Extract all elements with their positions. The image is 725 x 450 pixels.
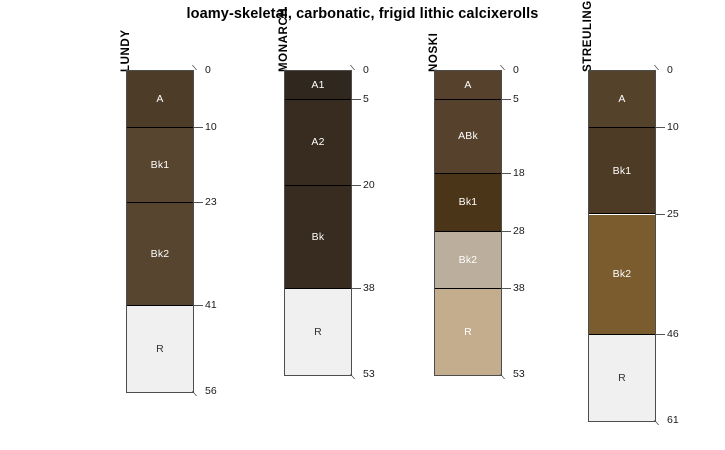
horizon-label: Bk2 bbox=[612, 268, 632, 281]
axis-tick-label: 25 bbox=[667, 207, 679, 220]
horizon-bk1: Bk1 bbox=[127, 128, 193, 203]
horizon-label: Bk bbox=[311, 230, 325, 243]
axis-tick bbox=[194, 305, 203, 307]
profile-column: A1 A2 Bk R bbox=[284, 70, 352, 377]
profile-name-label: NOSKI bbox=[428, 32, 440, 72]
horizon-bk2: Bk2 bbox=[589, 214, 655, 336]
horizon-bk1: Bk1 bbox=[589, 128, 655, 215]
horizon-label: Bk1 bbox=[458, 196, 478, 209]
profile-column: A Bk1 Bk2 R bbox=[588, 70, 656, 423]
profile-name-label: LUNDY bbox=[120, 29, 132, 72]
horizon-r: R bbox=[285, 289, 351, 376]
horizon-a: A bbox=[127, 71, 193, 129]
axis-tick bbox=[499, 374, 514, 380]
horizon-label: Bk2 bbox=[150, 247, 170, 260]
horizon-label: A2 bbox=[311, 135, 325, 148]
horizon-r: R bbox=[435, 289, 501, 376]
horizon-label: ABk bbox=[458, 130, 478, 143]
axis-tick bbox=[352, 98, 361, 100]
axis-tick-label: 46 bbox=[667, 328, 679, 341]
horizon-label: A bbox=[464, 78, 472, 91]
axis-tick-label: 53 bbox=[513, 368, 525, 381]
horizon-abk: ABk bbox=[435, 99, 501, 175]
horizon-r: R bbox=[127, 306, 193, 393]
horizon-label: R bbox=[156, 343, 164, 356]
profile-name-label: MONARCH bbox=[278, 7, 290, 72]
axis-tick-label: 0 bbox=[513, 64, 519, 76]
axis-tick bbox=[656, 213, 665, 215]
axis-tick bbox=[352, 184, 361, 186]
axis-tick-label: 0 bbox=[205, 64, 211, 76]
axis-tick bbox=[502, 288, 511, 290]
axis-tick bbox=[656, 334, 665, 336]
horizon-bk1: Bk1 bbox=[435, 174, 501, 232]
horizon-label: A1 bbox=[311, 78, 325, 91]
axis-tick bbox=[194, 127, 203, 129]
axis-tick bbox=[502, 173, 511, 175]
horizon-label: Bk1 bbox=[150, 158, 170, 171]
horizon-label: R bbox=[314, 325, 322, 338]
horizon-a: A bbox=[589, 71, 655, 129]
horizon-a1: A1 bbox=[285, 71, 351, 100]
horizon-label: Bk2 bbox=[458, 253, 478, 266]
axis-tick-label: 5 bbox=[363, 92, 369, 105]
horizon-label: R bbox=[618, 371, 626, 384]
axis-tick-label: 5 bbox=[513, 92, 519, 105]
axis-tick-label: 56 bbox=[205, 385, 217, 398]
axis-tick-label: 18 bbox=[513, 167, 525, 180]
profile-name-label: STREULING bbox=[582, 0, 594, 72]
axis-tick-label: 41 bbox=[205, 299, 217, 312]
axis-tick-label: 38 bbox=[363, 282, 375, 295]
horizon-bk2: Bk2 bbox=[127, 203, 193, 307]
profile-column: A ABk Bk1 Bk2 R bbox=[434, 70, 502, 377]
page-title: loamy-skeletal, carbonatic, frigid lithi… bbox=[186, 6, 539, 22]
horizon-bk: Bk bbox=[285, 185, 351, 290]
axis-tick-label: 0 bbox=[363, 64, 369, 76]
axis-tick bbox=[656, 127, 665, 129]
horizon-bk2: Bk2 bbox=[435, 231, 501, 290]
axis-tick bbox=[502, 230, 511, 232]
axis-tick-label: 0 bbox=[667, 64, 673, 76]
axis-tick bbox=[191, 391, 206, 397]
axis-tick-label: 10 bbox=[205, 121, 217, 134]
horizon-label: Bk1 bbox=[612, 164, 632, 177]
horizon-label: R bbox=[464, 325, 472, 338]
axis-tick-label: 61 bbox=[667, 414, 679, 427]
horizon-label: A bbox=[618, 92, 626, 105]
horizon-label: A bbox=[156, 92, 164, 105]
profile-column: A Bk1 Bk2 R bbox=[126, 70, 194, 394]
horizon-a2: A2 bbox=[285, 99, 351, 186]
axis-tick bbox=[352, 288, 361, 290]
horizon-a: A bbox=[435, 71, 501, 100]
axis-tick bbox=[502, 98, 511, 100]
horizon-r: R bbox=[589, 335, 655, 422]
axis-tick-label: 20 bbox=[363, 178, 375, 191]
axis-tick-label: 28 bbox=[513, 224, 525, 237]
axis-tick bbox=[194, 202, 203, 204]
axis-tick-label: 53 bbox=[363, 368, 375, 381]
axis-tick-label: 38 bbox=[513, 282, 525, 295]
axis-tick-label: 23 bbox=[205, 196, 217, 209]
axis-tick-label: 10 bbox=[667, 121, 679, 134]
axis-tick bbox=[653, 420, 668, 426]
axis-tick bbox=[349, 374, 364, 380]
